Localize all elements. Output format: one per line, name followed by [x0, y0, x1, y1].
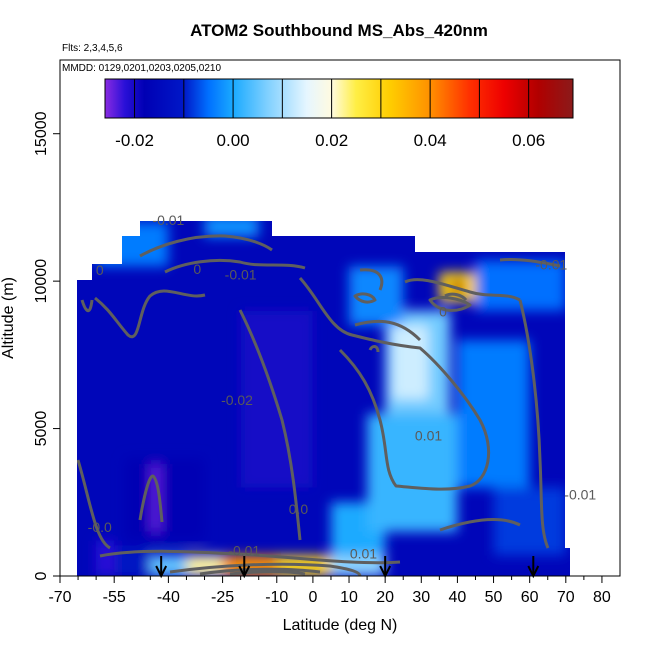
x-tick-label: 30	[412, 589, 430, 606]
x-tick-label: -40	[157, 589, 180, 606]
x-axis: -70 -55 -40 -25 -10 0 10 20 30 40 50 60 70 80	[48, 576, 611, 606]
field-cell	[150, 463, 162, 532]
field-cell	[204, 221, 259, 237]
contour-line	[77, 459, 111, 550]
y-tick-label: 5000	[33, 411, 50, 447]
x-tick-label: 0	[308, 589, 317, 606]
contour-label: -0.01	[225, 267, 257, 283]
y-axis: 0 5000 10000 15000	[33, 111, 60, 580]
contour-label: 0	[439, 304, 447, 320]
x-axis-label: Latitude (deg N)	[283, 617, 398, 634]
flight-marker-arrow	[238, 565, 251, 579]
x-tick-label: 10	[340, 589, 358, 606]
colorbar: -0.02 0.00 0.02 0.04 0.06	[104, 78, 574, 150]
flight-marker-arrow	[527, 565, 540, 579]
contour-line	[229, 570, 306, 576]
contour-label: 0	[96, 262, 104, 278]
heatmap-field	[77, 221, 570, 576]
contour-line	[353, 292, 377, 304]
contour-line	[139, 234, 273, 258]
colorbar-tick-label: -0.02	[115, 131, 154, 150]
x-tick-label: 40	[449, 589, 467, 606]
contour-line	[80, 299, 94, 313]
x-tick-label: 60	[521, 589, 539, 606]
colorbar-gradient	[104, 78, 574, 119]
contour-label: 0.0	[289, 501, 309, 517]
chart-title: ATOM2 Southbound MS_Abs_420nm	[190, 21, 488, 40]
contour-label: 0	[193, 261, 201, 277]
contour-line	[428, 296, 472, 312]
flights-note: Flts: 2,3,4,5,6	[62, 43, 123, 54]
field-cell	[125, 458, 205, 541]
x-tick-label: 50	[485, 589, 503, 606]
contour-line	[99, 549, 401, 565]
flight-marker-arrow	[379, 565, 392, 579]
contour-label: -0.01	[228, 542, 260, 558]
contour-lines	[77, 234, 561, 576]
y-axis-label: Altitude (m)	[0, 277, 17, 359]
flight-marker-arrow	[155, 565, 168, 579]
y-tick-label: 15000	[33, 111, 50, 156]
contour-line	[164, 258, 306, 274]
field-cell	[96, 540, 115, 576]
colorbar-tick-label: 0.06	[512, 131, 545, 150]
contour-line	[404, 278, 521, 302]
contour-line	[368, 345, 380, 353]
contour-line	[199, 567, 321, 576]
colorbar-tick-label: 0.04	[414, 131, 447, 150]
x-tick-label: -25	[211, 589, 234, 606]
y-tick-label: 10000	[33, 259, 50, 304]
contour-line	[499, 258, 561, 268]
field-cell	[150, 555, 187, 576]
contour-line	[439, 518, 521, 532]
x-tick-label: 80	[593, 589, 611, 606]
contour-line	[518, 299, 550, 549]
contour-label: -0.01	[564, 486, 596, 502]
contour-line	[354, 319, 422, 342]
contour-labels: -0.01 0 -0.01 -0.01 0 0 -0.02 0.01 0.0 -0.0 -0.01 0…	[88, 212, 597, 561]
x-tick-label: -70	[48, 589, 71, 606]
field-cell	[96, 222, 169, 267]
flight-markers	[155, 556, 540, 579]
contour-label: -0.01	[535, 256, 567, 272]
contour-label: -0.01	[152, 212, 184, 228]
contour-line	[138, 474, 164, 523]
x-tick-label: 20	[376, 589, 394, 606]
x-tick-label: -10	[265, 589, 288, 606]
contour-line	[359, 268, 384, 291]
contour-label: 0.01	[350, 545, 377, 561]
contour-line	[94, 289, 206, 339]
dates-note: MMDD: 0129,0201,0203,0205,0210	[62, 63, 221, 74]
x-tick-label: 70	[557, 589, 575, 606]
contour-line	[238, 309, 302, 541]
contour-label: 0.01	[415, 427, 442, 443]
field-cell	[367, 413, 458, 532]
x-tick-label: -55	[103, 589, 126, 606]
contour-label: -0.02	[221, 392, 253, 408]
y-tick-label: 0	[33, 571, 50, 580]
colorbar-tick-label: 0.02	[315, 131, 348, 150]
plot-frame	[59, 59, 621, 577]
contour-label: -0.0	[88, 519, 112, 535]
contour-line	[444, 292, 468, 302]
contour-line	[298, 276, 491, 491]
field-cell	[392, 325, 429, 400]
colorbar-tick-label: 0.00	[217, 131, 250, 150]
field-cell	[457, 340, 530, 488]
contour-line	[169, 562, 362, 576]
